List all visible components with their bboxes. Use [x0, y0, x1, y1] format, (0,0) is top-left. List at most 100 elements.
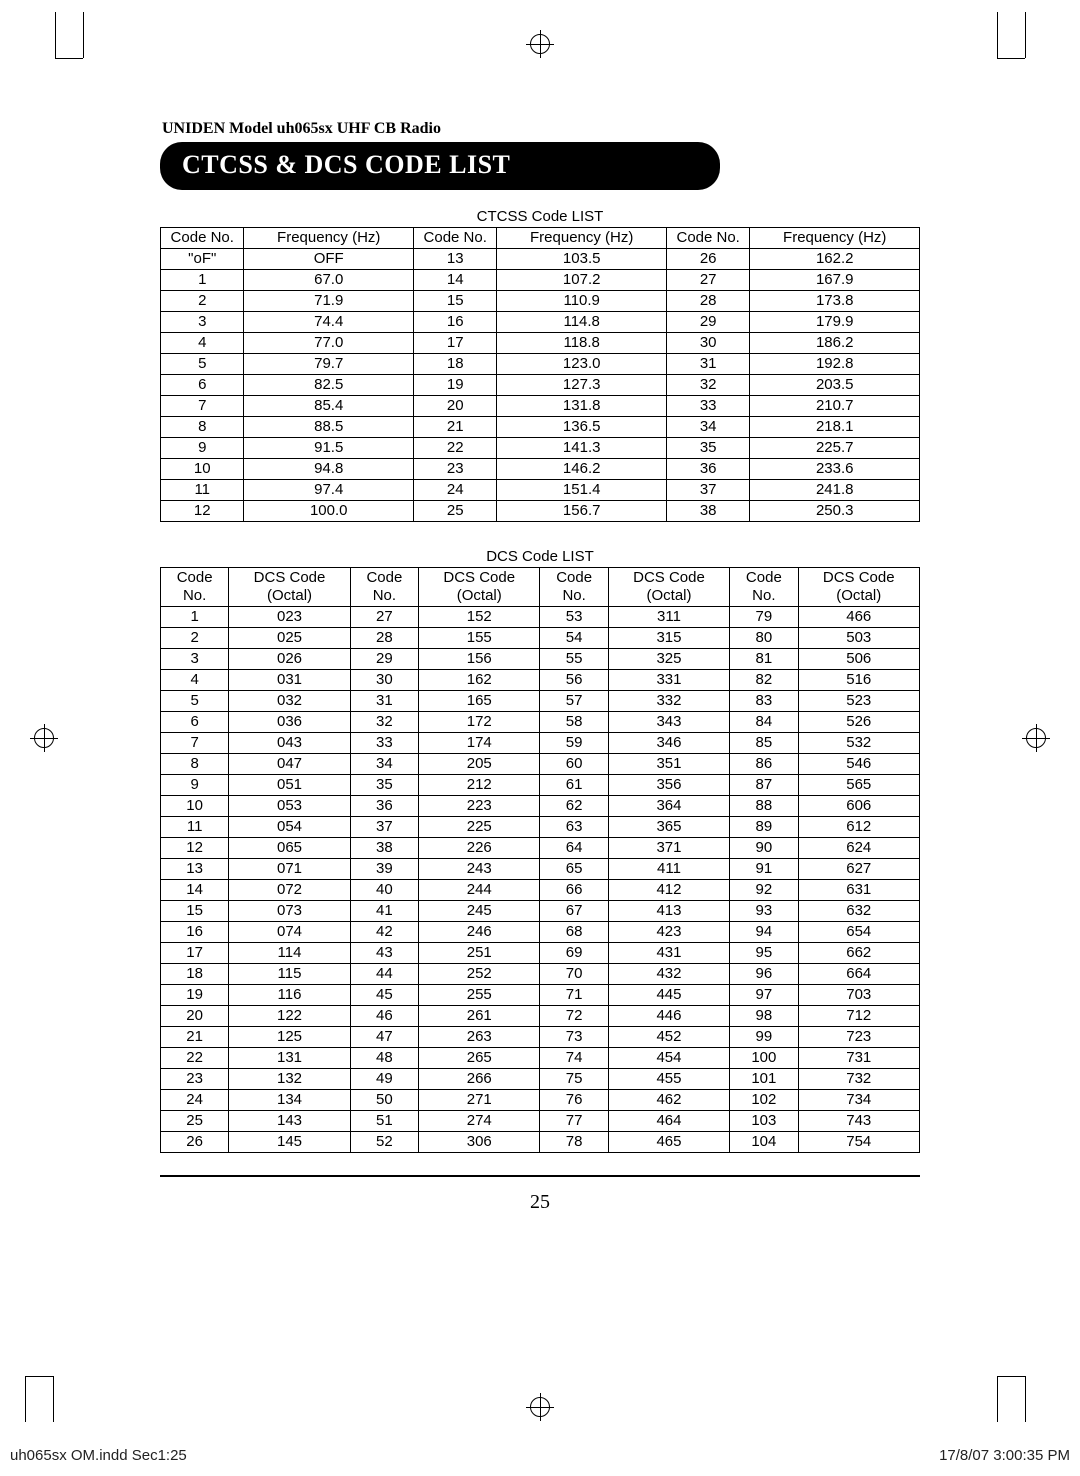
table-cell: 86 [730, 754, 798, 775]
table-cell: 71 [540, 985, 608, 1006]
table-cell: 145 [229, 1132, 350, 1153]
table-row: 251435127477464103743 [161, 1111, 920, 1132]
table-cell: 624 [798, 838, 920, 859]
table-cell: 88 [730, 796, 798, 817]
table-cell: 7 [161, 396, 244, 417]
table-cell: 411 [608, 859, 729, 880]
table-row: 5032311655733283523 [161, 691, 920, 712]
table-cell: 29 [666, 312, 749, 333]
table-cell: 446 [608, 1006, 729, 1027]
footer-timestamp: 17/8/07 3:00:35 PM [939, 1447, 1070, 1464]
table-cell: 28 [666, 291, 749, 312]
table-cell: "oF" [161, 249, 244, 270]
table-cell: 054 [229, 817, 350, 838]
table-row: 991.522141.335225.7 [161, 438, 920, 459]
table-cell: 2 [161, 291, 244, 312]
table-cell: 073 [229, 901, 350, 922]
dcs-col-header-dcscode: DCS Code(Octal) [419, 568, 540, 607]
table-cell: 99 [730, 1027, 798, 1048]
table-cell: 25 [161, 1111, 229, 1132]
table-cell: 24 [161, 1090, 229, 1111]
table-cell: 245 [419, 901, 540, 922]
table-cell: 32 [350, 712, 418, 733]
table-cell: 754 [798, 1132, 920, 1153]
table-cell: 174 [419, 733, 540, 754]
table-cell: 19 [161, 985, 229, 1006]
table-cell: 053 [229, 796, 350, 817]
table-cell: 346 [608, 733, 729, 754]
table-cell: 315 [608, 628, 729, 649]
table-cell: 44 [350, 964, 418, 985]
table-cell: 734 [798, 1090, 920, 1111]
table-cell: 122 [229, 1006, 350, 1027]
table-cell: 167.9 [750, 270, 920, 291]
table-cell: 132 [229, 1069, 350, 1090]
table-cell: 20 [161, 1006, 229, 1027]
dcs-table: CodeNo.DCS Code(Octal)CodeNo.DCS Code(Oc… [160, 567, 920, 1153]
table-cell: 23 [161, 1069, 229, 1090]
table-cell: 23 [413, 459, 496, 480]
table-cell: 61 [540, 775, 608, 796]
ctcss-table-caption: CTCSS Code LIST [160, 208, 920, 225]
table-cell: 1 [161, 607, 229, 628]
table-cell: 54 [540, 628, 608, 649]
table-cell: 251 [419, 943, 540, 964]
table-cell: 218.1 [750, 417, 920, 438]
table-cell: 69 [540, 943, 608, 964]
table-cell: 88.5 [244, 417, 413, 438]
table-cell: 38 [666, 501, 749, 522]
table-cell: 654 [798, 922, 920, 943]
table-cell: 56 [540, 670, 608, 691]
table-cell: 79.7 [244, 354, 413, 375]
table-cell: 3 [161, 312, 244, 333]
table-cell: 032 [229, 691, 350, 712]
table-cell: 413 [608, 901, 729, 922]
table-cell: 4 [161, 333, 244, 354]
table-cell: 371 [608, 838, 729, 859]
table-cell: 11 [161, 817, 229, 838]
table-cell: 60 [540, 754, 608, 775]
table-cell: 365 [608, 817, 729, 838]
table-cell: 454 [608, 1048, 729, 1069]
table-cell: 516 [798, 670, 920, 691]
table-cell: 255 [419, 985, 540, 1006]
table-cell: 146.2 [497, 459, 666, 480]
table-cell: 263 [419, 1027, 540, 1048]
table-cell: 45 [350, 985, 418, 1006]
table-cell: 250.3 [750, 501, 920, 522]
table-cell: 107.2 [497, 270, 666, 291]
registration-mark-icon [1022, 724, 1050, 752]
table-cell: 233.6 [750, 459, 920, 480]
table-cell: 75 [540, 1069, 608, 1090]
registration-mark-icon [526, 1393, 554, 1421]
table-cell: 143 [229, 1111, 350, 1132]
table-cell: 165 [419, 691, 540, 712]
ctcss-table: Code No.Frequency (Hz)Code No.Frequency … [160, 227, 920, 522]
table-row: 16074422466842394654 [161, 922, 920, 943]
table-cell: 466 [798, 607, 920, 628]
table-cell: 223 [419, 796, 540, 817]
table-cell: 15 [161, 901, 229, 922]
table-cell: 351 [608, 754, 729, 775]
table-row: 21125472637345299723 [161, 1027, 920, 1048]
table-cell: 58 [540, 712, 608, 733]
ctcss-col-header-code: Code No. [161, 228, 244, 249]
table-row: 10053362236236488606 [161, 796, 920, 817]
table-cell: 34 [666, 417, 749, 438]
table-cell: 051 [229, 775, 350, 796]
table-cell: 25 [413, 501, 496, 522]
table-row: 579.718123.031192.8 [161, 354, 920, 375]
table-cell: 703 [798, 985, 920, 1006]
table-cell: 4 [161, 670, 229, 691]
table-row: 18115442527043296664 [161, 964, 920, 985]
table-cell: 67.0 [244, 270, 413, 291]
table-cell: 94 [730, 922, 798, 943]
table-cell: 131 [229, 1048, 350, 1069]
table-cell: 7 [161, 733, 229, 754]
table-cell: 172 [419, 712, 540, 733]
table-cell: 632 [798, 901, 920, 922]
table-cell: 116 [229, 985, 350, 1006]
dcs-col-header-dcscode: DCS Code(Octal) [229, 568, 350, 607]
table-cell: 18 [413, 354, 496, 375]
table-cell: 664 [798, 964, 920, 985]
